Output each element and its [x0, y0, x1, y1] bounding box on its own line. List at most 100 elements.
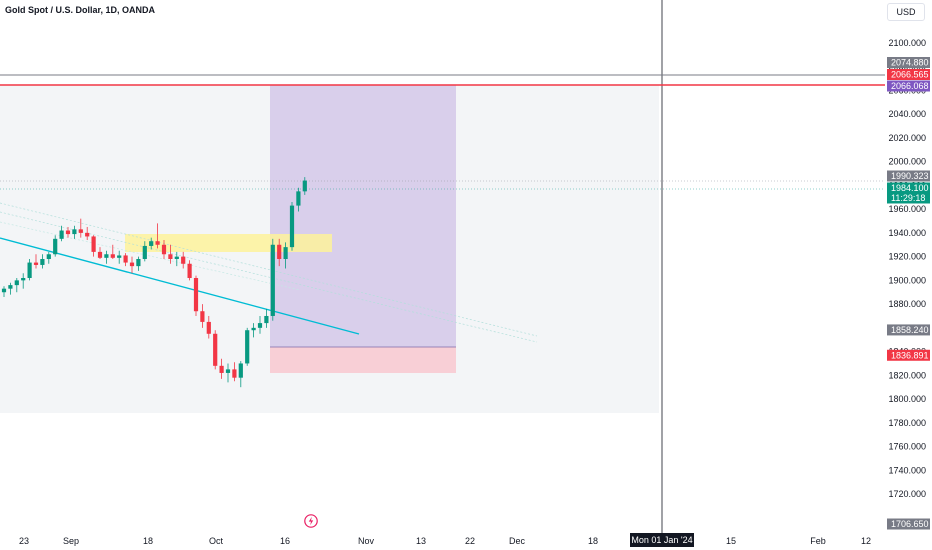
candle-body[interactable]	[8, 285, 13, 289]
stop-zone[interactable]	[270, 347, 456, 373]
x-tick-label: Dec	[509, 536, 526, 546]
candle-body[interactable]	[296, 191, 301, 206]
candle-body[interactable]	[53, 238, 58, 255]
candle-body[interactable]	[136, 259, 141, 267]
price-badge-label: 2066.068	[891, 81, 929, 91]
candle-body[interactable]	[155, 241, 160, 245]
candle-body[interactable]	[200, 311, 205, 322]
y-tick-label: 1940.000	[888, 228, 926, 238]
candle-body[interactable]	[238, 363, 243, 378]
channel-line-2	[0, 211, 538, 343]
candle-body[interactable]	[174, 256, 179, 260]
y-tick-label: 2100.000	[888, 38, 926, 48]
x-tick-label: 22	[465, 536, 475, 546]
price-badge	[887, 69, 930, 80]
candle-body[interactable]	[213, 333, 218, 366]
candle-body[interactable]	[78, 229, 83, 233]
y-tick-label: 1760.000	[888, 442, 926, 452]
candle-body[interactable]	[225, 369, 231, 373]
candle-body[interactable]	[1, 288, 7, 293]
y-tick-label: 1900.000	[888, 275, 926, 285]
price-badge	[887, 170, 930, 182]
candle-body[interactable]	[257, 323, 263, 328]
candle-body[interactable]	[219, 365, 224, 373]
candle-body[interactable]	[251, 327, 256, 331]
candle-body[interactable]	[21, 277, 26, 281]
candle-body[interactable]	[168, 254, 173, 260]
candle-body[interactable]	[59, 230, 64, 239]
x-tick-label: 13	[416, 536, 426, 546]
candle-body[interactable]	[232, 369, 237, 378]
candle-body[interactable]	[85, 232, 90, 237]
time-axis[interactable]: 23 Sep 18 Oct 16 Nov 13 22 Dec 18 15 Feb 12	[19, 536, 871, 546]
y-tick-label: 1740.000	[888, 465, 926, 475]
candle-body[interactable]	[277, 244, 282, 260]
price-axis[interactable]: 2100.0002080.0002060.0002040.0002020.000…	[888, 38, 926, 499]
x-tick-label: Oct	[209, 536, 224, 546]
candle-body[interactable]	[97, 251, 103, 258]
target-zone[interactable]	[270, 85, 456, 347]
candle-body[interactable]	[72, 229, 77, 235]
price-badge	[887, 518, 930, 530]
y-tick-label: 1880.000	[888, 299, 926, 309]
candle-body[interactable]	[110, 254, 115, 258]
currency-button[interactable]: USD	[887, 3, 925, 21]
price-badge	[887, 80, 930, 92]
y-tick-label: 2000.000	[888, 157, 926, 167]
y-tick-label: 2020.000	[888, 133, 926, 143]
x-tick-label: 18	[588, 536, 598, 546]
price-badge	[887, 57, 930, 68]
y-tick-label: 1800.000	[888, 394, 926, 404]
chart-title: Gold Spot / U.S. Dollar, 1D, OANDA	[5, 5, 156, 15]
candle-body[interactable]	[206, 321, 211, 334]
candle-body[interactable]	[181, 256, 186, 264]
crosshair-date-label: Mon 01 Jan '24	[630, 533, 694, 547]
candle-body[interactable]	[187, 263, 192, 278]
candle-body[interactable]	[270, 244, 275, 316]
x-tick-label: 12	[861, 536, 871, 546]
y-tick-label: 1920.000	[888, 252, 926, 262]
candle-body[interactable]	[161, 244, 167, 255]
price-badge	[887, 182, 930, 194]
candle-body[interactable]	[264, 315, 269, 324]
price-badge-label: 2074.880	[891, 58, 929, 68]
channel-line-1	[0, 202, 538, 337]
candle-body[interactable]	[289, 205, 295, 248]
y-tick-label: 1780.000	[888, 418, 926, 428]
candle-body[interactable]	[302, 180, 307, 192]
candle-body[interactable]	[123, 255, 128, 263]
candle-body[interactable]	[193, 277, 199, 312]
candle-body[interactable]	[27, 262, 32, 278]
x-tick-label: 23	[19, 536, 29, 546]
candle-body[interactable]	[91, 236, 96, 252]
x-tick-label: Nov	[358, 536, 375, 546]
candle-body[interactable]	[149, 241, 154, 246]
candle-body[interactable]	[283, 247, 288, 260]
candle-body[interactable]	[104, 254, 109, 258]
x-tick-label: Sep	[63, 536, 79, 546]
candle-body[interactable]	[117, 255, 122, 258]
trendline[interactable]	[0, 237, 360, 335]
candle-body[interactable]	[245, 330, 250, 364]
candle-body[interactable]	[65, 230, 71, 235]
candle-body[interactable]	[33, 262, 39, 265]
lightning-bolt-icon[interactable]	[304, 514, 318, 528]
price-badge-label: 1984.100	[891, 183, 929, 193]
price-badge-label: 1858.240	[891, 325, 929, 335]
y-tick-label: 2040.000	[888, 109, 926, 119]
candle-body[interactable]	[129, 262, 135, 267]
candle-body[interactable]	[40, 259, 45, 265]
channel-line-3	[0, 221, 301, 291]
candle-body[interactable]	[46, 254, 51, 260]
candle-body[interactable]	[14, 280, 19, 286]
price-badge-label: 1706.650	[891, 519, 929, 529]
price-badge	[887, 349, 930, 361]
x-tick-label: 15	[726, 536, 736, 546]
price-badge-label: 1990.323	[891, 171, 929, 181]
candle-body[interactable]	[142, 245, 147, 260]
price-badge	[887, 192, 930, 204]
y-tick-label: 1820.000	[888, 370, 926, 380]
